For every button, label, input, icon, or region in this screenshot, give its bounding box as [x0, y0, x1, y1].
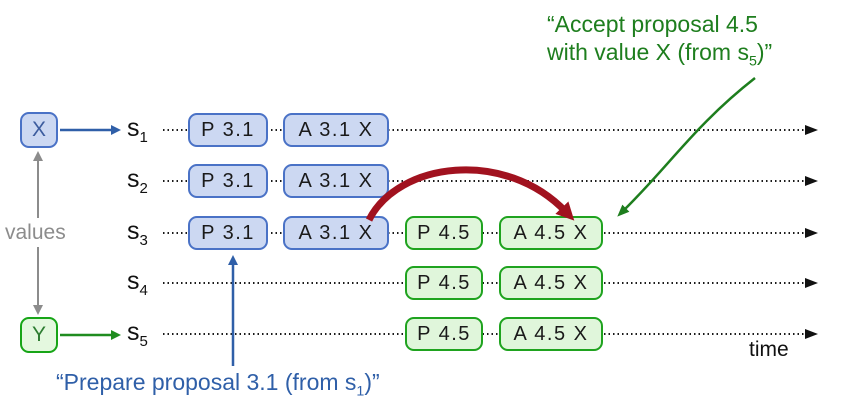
- accept-annotation-line1: “Accept proposal 4.5: [547, 11, 758, 37]
- message-box-accept31-s1: A 3.1 X: [283, 113, 389, 147]
- message-box-prepare45-s4: P 4.5: [405, 266, 483, 300]
- prepare-annotation: “Prepare proposal 3.1 (from s1)”: [56, 369, 380, 400]
- value-y-label: Y: [31, 323, 46, 346]
- message-box-accept45-s5: A 4.5 X: [499, 317, 603, 351]
- message-box-prepare31-s3: P 3.1: [188, 216, 268, 250]
- value-box-x: X: [20, 112, 58, 148]
- prepare-annotation-text: “Prepare proposal 3.1 (from s: [56, 369, 357, 395]
- accept-annotation: “Accept proposal 4.5 with value X (from …: [547, 11, 773, 70]
- message-box-prepare31-s2: P 3.1: [188, 164, 268, 198]
- values-axis-label: values: [2, 219, 69, 247]
- value-x-label: X: [31, 118, 46, 141]
- message-box-accept45-s4: A 4.5 X: [499, 266, 603, 300]
- server-label-s1: s1: [127, 114, 148, 146]
- message-box-prepare45-s3: P 4.5: [405, 216, 483, 250]
- value-propagation-arrow: [365, 166, 575, 222]
- message-box-accept31-s2: A 3.1 X: [283, 164, 389, 198]
- message-box-prepare45-s5: P 4.5: [405, 317, 483, 351]
- server-label-s2: s2: [127, 165, 148, 197]
- server-label-s3: s3: [127, 217, 148, 249]
- time-axis-label: time: [749, 338, 789, 361]
- accept-annotation-line2: with value X (from s: [547, 39, 749, 65]
- accept-annotation-arrow: [617, 77, 756, 217]
- server-label-s5: s5: [127, 318, 148, 350]
- message-box-accept45-s3: A 4.5 X: [499, 216, 603, 250]
- message-box-prepare31-s1: P 3.1: [188, 113, 268, 147]
- value-box-y: Y: [20, 317, 58, 353]
- message-box-accept31-s3: A 3.1 X: [283, 216, 389, 250]
- server-label-s4: s4: [127, 267, 148, 299]
